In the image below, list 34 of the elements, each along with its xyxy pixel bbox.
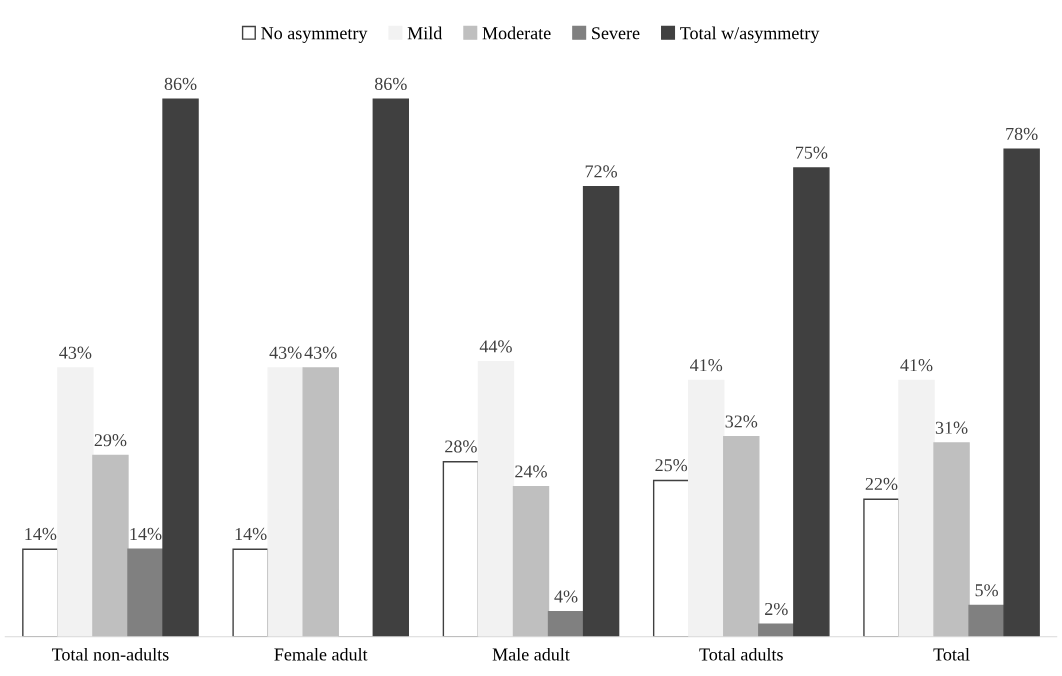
x-tick-label: Total <box>933 647 970 661</box>
legend-label: Total w/asymmetry <box>680 26 820 44</box>
legend-label: Severe <box>592 27 640 40</box>
data-label: 28% <box>445 440 477 453</box>
x-tick-label: Male adult <box>492 647 570 661</box>
x-tick-label: Female adult <box>274 647 368 661</box>
data-label: 24% <box>515 465 547 478</box>
data-label: 14% <box>25 527 57 541</box>
data-label: 5% <box>975 584 999 597</box>
data-label: 25% <box>655 459 688 472</box>
data-label: 2% <box>765 602 788 616</box>
data-label: 29% <box>94 434 127 447</box>
data-label: 41% <box>690 359 723 372</box>
legend-label: Moderate <box>482 26 551 40</box>
legend-label: No asymmetry <box>261 27 368 44</box>
data-label: 22% <box>865 477 898 491</box>
data-label: 43% <box>304 346 337 359</box>
data-label: 14% <box>235 527 267 541</box>
x-tick-label: Total adults <box>699 647 783 661</box>
data-label: 41% <box>900 359 933 372</box>
data-label: 86% <box>374 77 407 91</box>
data-label: 43% <box>59 346 92 359</box>
data-label: 86% <box>164 77 197 91</box>
data-label: 44% <box>479 340 512 353</box>
data-label: 14% <box>130 527 162 541</box>
x-tick-label: Total non-adults <box>51 647 169 661</box>
data-label: 4% <box>554 590 578 603</box>
data-label: 43% <box>269 346 302 359</box>
data-label: 72% <box>585 165 618 178</box>
data-label: 75% <box>796 146 828 159</box>
data-label: 78% <box>1006 127 1038 141</box>
data-label: 31% <box>935 421 968 434</box>
legend-label: Mild <box>407 26 443 40</box>
data-label: 32% <box>725 415 758 428</box>
